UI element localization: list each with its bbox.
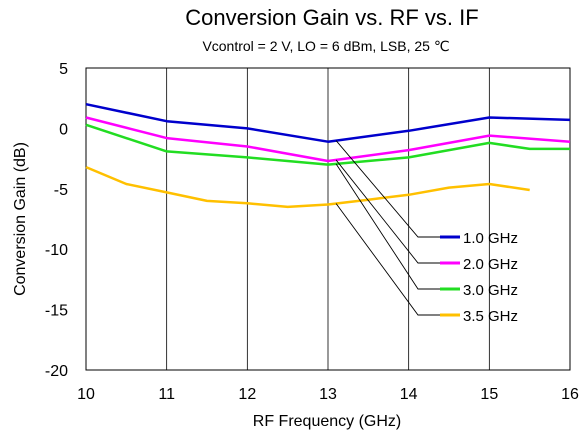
series-line-2 <box>85 116 571 163</box>
legend: 1.0 GHz 2.0 GHz 3.0 GHz 3.5 GHz <box>440 230 518 325</box>
y-tick-label: -15 <box>45 303 68 320</box>
legend-label-1: 1.0 GHz <box>463 230 518 247</box>
series-line-1 <box>85 102 571 143</box>
x-tick-label: 15 <box>480 386 498 403</box>
series-line-3 <box>85 123 570 166</box>
legend-leader-3 <box>335 163 440 290</box>
y-tick-label: 0 <box>59 121 68 138</box>
y-tick-labels: 5 0 -5 -10 -15 -20 <box>45 61 68 380</box>
legend-leader-4 <box>335 203 440 316</box>
y-tick-label: 5 <box>59 61 68 78</box>
x-tick-label: 12 <box>238 386 256 403</box>
chart-subtitle: Vcontrol = 2 V, LO = 6 dBm, LSB, 25 ℃ <box>202 38 449 54</box>
x-tick-label: 10 <box>77 386 95 403</box>
legend-label-2: 2.0 GHz <box>463 256 518 273</box>
y-tick-label: -10 <box>45 242 68 259</box>
x-tick-label: 16 <box>561 386 579 403</box>
chart-title: Conversion Gain vs. RF vs. IF <box>185 5 478 30</box>
legend-leader-1 <box>335 140 440 238</box>
legend-label-4: 3.5 GHz <box>463 308 518 325</box>
y-axis-label: Conversion Gain (dB) <box>12 142 29 296</box>
y-tick-label: -5 <box>54 182 68 199</box>
x-tick-labels: 10 11 12 13 14 15 16 <box>77 386 579 403</box>
series-line-4 <box>85 165 530 209</box>
legend-leader-lines <box>335 140 440 316</box>
legend-label-3: 3.0 GHz <box>463 282 518 299</box>
x-axis-label: RF Frequency (GHz) <box>253 413 401 430</box>
x-tick-label: 11 <box>158 386 175 403</box>
grid-lines <box>166 68 490 370</box>
x-tick-label: 13 <box>319 386 337 403</box>
plot-frame <box>85 67 571 371</box>
x-tick-label: 14 <box>400 386 418 403</box>
series-lines <box>85 102 571 209</box>
legend-leader-2 <box>335 159 440 264</box>
y-tick-label: -20 <box>45 363 68 380</box>
